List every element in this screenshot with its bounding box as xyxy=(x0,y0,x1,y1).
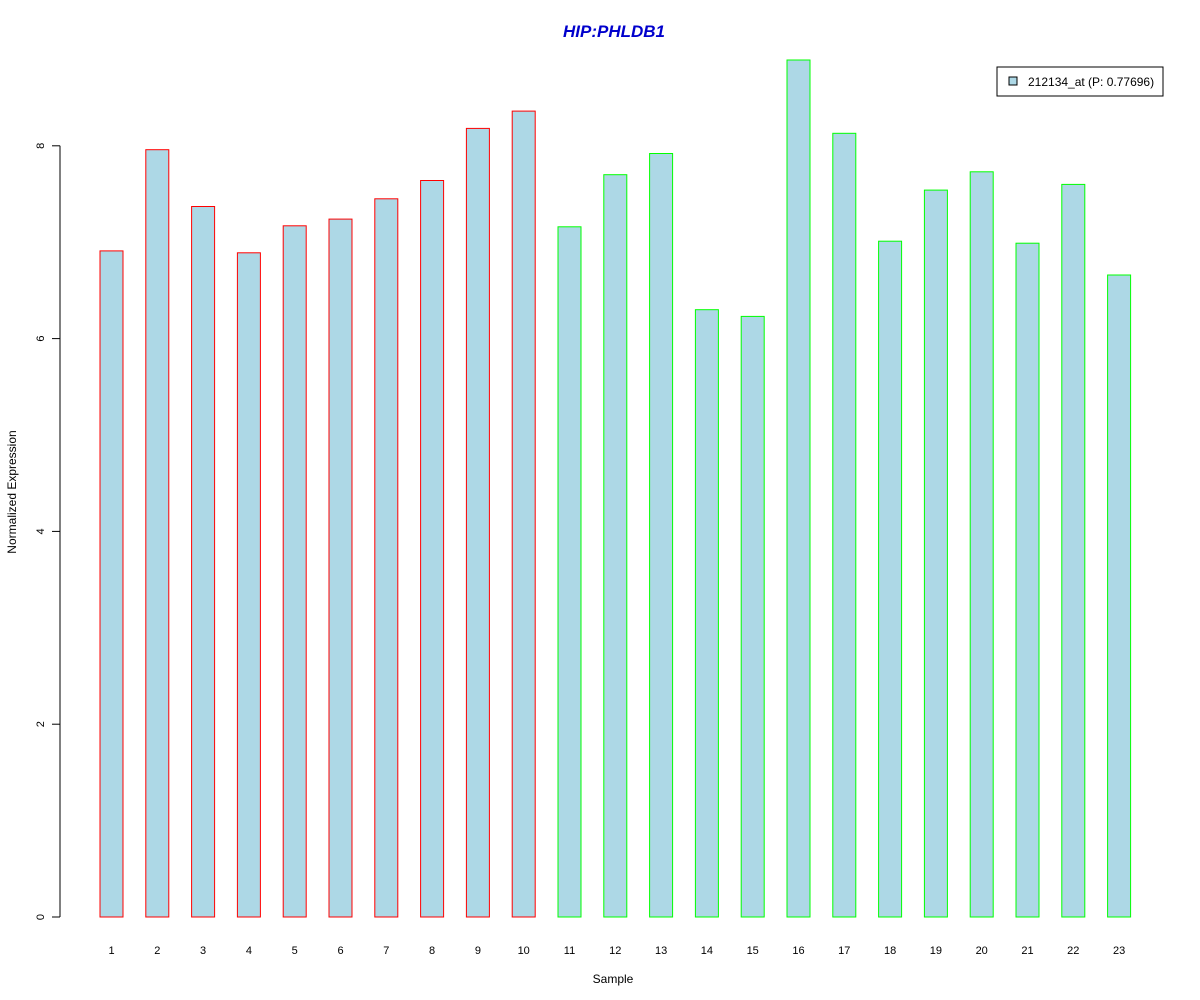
x-tick-label: 8 xyxy=(429,945,435,957)
y-tick-label: 6 xyxy=(35,336,47,342)
x-tick-label: 1 xyxy=(108,945,114,957)
y-axis-label: Normalized Expression xyxy=(5,430,19,553)
y-tick-label: 2 xyxy=(35,721,47,727)
x-tick-label: 18 xyxy=(884,945,896,957)
bar-sample-15 xyxy=(740,315,765,918)
bar-sample-2 xyxy=(145,149,170,918)
legend-swatch xyxy=(1008,76,1018,86)
x-tick-label: 4 xyxy=(246,945,252,957)
bar-sample-12 xyxy=(603,174,628,918)
bar-sample-22 xyxy=(1061,183,1086,918)
legend: 212134_at (P: 0.77696) xyxy=(996,66,1164,97)
bar-sample-13 xyxy=(649,153,674,918)
x-tick-label: 3 xyxy=(200,945,206,957)
x-tick-label: 11 xyxy=(564,945,575,957)
x-tick-label: 23 xyxy=(1113,945,1125,957)
x-tick-label: 2 xyxy=(154,945,160,957)
bar-sample-21 xyxy=(1015,242,1040,918)
bar-sample-7 xyxy=(374,198,399,918)
y-tick-label: 4 xyxy=(35,528,47,534)
bar-sample-10 xyxy=(511,110,536,918)
x-tick-label: 22 xyxy=(1067,945,1079,957)
bar-sample-4 xyxy=(236,252,261,918)
bars xyxy=(99,59,1132,918)
bar-sample-3 xyxy=(191,206,216,918)
x-tick-label: 12 xyxy=(609,945,621,957)
bar-sample-6 xyxy=(328,218,353,918)
bar-sample-5 xyxy=(282,225,307,918)
x-tick-label: 10 xyxy=(518,945,530,957)
bar-sample-23 xyxy=(1107,274,1132,918)
legend-label: 212134_at (P: 0.77696) xyxy=(1028,75,1154,89)
chart-title: HIP:PHLDB1 xyxy=(563,22,665,41)
x-tick-label: 20 xyxy=(976,945,988,957)
bar-sample-16 xyxy=(786,59,811,918)
x-tick-label: 13 xyxy=(655,945,667,957)
legend-box xyxy=(996,66,1164,97)
bar-sample-9 xyxy=(465,127,490,918)
x-tick-label: 5 xyxy=(292,945,298,957)
bar-sample-18 xyxy=(878,240,903,918)
y-tick-label: 8 xyxy=(35,143,47,149)
x-tick-label: 15 xyxy=(747,945,759,957)
x-tick-label: 19 xyxy=(930,945,942,957)
x-tick-label: 17 xyxy=(838,945,850,957)
bar-sample-8 xyxy=(420,180,445,918)
x-tick-label: 14 xyxy=(701,945,713,957)
bar-sample-19 xyxy=(923,189,948,918)
x-tick-label: 9 xyxy=(475,945,481,957)
bar-sample-17 xyxy=(832,132,857,918)
x-tick-label: 6 xyxy=(337,945,343,957)
x-tick-label: 21 xyxy=(1021,945,1033,957)
bar-sample-1 xyxy=(99,250,124,918)
x-tick-label: 7 xyxy=(383,945,389,957)
bar-sample-14 xyxy=(694,309,719,918)
bar-sample-11 xyxy=(557,226,582,918)
y-axis: 0 2 4 6 8 xyxy=(35,143,61,920)
x-tick-labels: 1 2 3 4 5 6 7 8 9 10 11 12 13 14 15 16 17 18 19 20 21 22 23 xyxy=(108,945,1125,957)
y-tick-label: 0 xyxy=(35,914,47,920)
x-axis-label: Sample xyxy=(593,972,634,986)
bar-sample-20 xyxy=(969,171,994,918)
x-tick-label: 16 xyxy=(792,945,804,957)
